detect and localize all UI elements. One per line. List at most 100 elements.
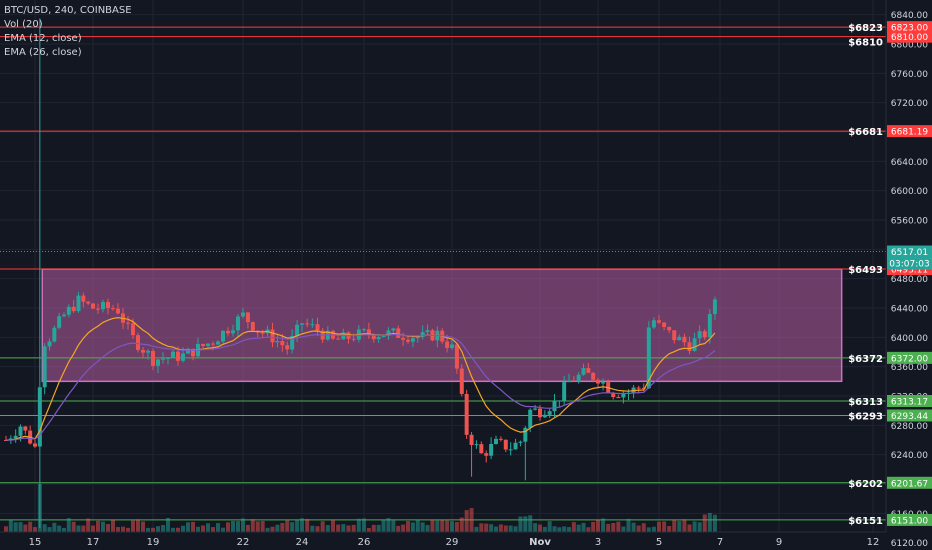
volume-bar	[275, 524, 280, 532]
legend-ema12[interactable]: EMA (12, close)	[4, 33, 82, 44]
volume-bar	[459, 517, 464, 532]
volume-bar	[667, 526, 672, 532]
level-label: $6202	[848, 479, 883, 490]
legend-ema26[interactable]: EMA (26, close)	[4, 47, 82, 58]
range-box	[41, 268, 843, 383]
volume-bar	[621, 526, 626, 532]
candle	[489, 443, 494, 456]
price-tick-label: 6800.00	[891, 41, 928, 51]
candle	[260, 332, 265, 334]
candle	[241, 312, 245, 317]
legend-vol[interactable]: Vol (20)	[4, 19, 43, 30]
volume-bar	[474, 526, 479, 532]
candle	[464, 393, 469, 435]
level-badge	[887, 476, 932, 489]
ema-26-line	[5, 333, 716, 441]
volume-bar	[601, 518, 606, 532]
candle	[651, 320, 656, 328]
price-tick-label: 6640.00	[891, 158, 928, 168]
level-badge-text: 6823.00	[891, 24, 928, 34]
candle	[310, 324, 315, 326]
candle	[4, 440, 8, 441]
volume-bar	[366, 527, 371, 532]
candle	[315, 324, 320, 331]
volume-bar	[255, 521, 260, 532]
level-label: $6151	[848, 516, 883, 527]
candle	[611, 392, 616, 398]
time-tick-label: 3	[595, 537, 601, 548]
time-tick-label: 19	[147, 537, 160, 548]
volume-bar	[356, 518, 361, 532]
candle	[81, 295, 86, 302]
candle	[533, 408, 538, 410]
candle	[96, 308, 100, 310]
candle	[616, 397, 621, 399]
horizontal-levels[interactable]: $6823 $6810 $6681 $6493 $6372 $6313 $6293 $6202…	[0, 23, 886, 527]
level-badge	[887, 513, 932, 526]
volume-bar	[396, 525, 401, 532]
candle	[13, 435, 18, 439]
volume-bar	[581, 522, 586, 532]
candle	[37, 387, 42, 447]
volume-bar	[146, 527, 150, 532]
candle	[410, 338, 415, 342]
level-label: $6293	[848, 411, 883, 422]
ema-lines	[5, 317, 716, 441]
time-tick-label: 26	[358, 537, 371, 548]
time-tick-label: 24	[296, 537, 309, 548]
candle	[567, 380, 571, 383]
candle	[285, 345, 290, 350]
candle	[682, 336, 687, 343]
price-tick-label: 6240.00	[891, 451, 928, 461]
volume-bar	[707, 512, 712, 532]
candle	[547, 411, 552, 415]
candle	[503, 439, 508, 450]
time-tick-label: 5	[656, 537, 662, 548]
countdown-text: 03:07:03	[889, 260, 929, 270]
volume-bar	[351, 524, 356, 532]
level-label: $6810	[848, 38, 883, 49]
candle	[687, 342, 692, 352]
volume-bar	[571, 522, 576, 532]
volume-bar	[226, 522, 230, 532]
volume-bars	[4, 484, 717, 532]
candle	[571, 380, 576, 382]
volume-bar	[290, 522, 295, 532]
candles[interactable]	[4, 18, 717, 528]
volume-bar	[28, 521, 33, 532]
candle	[576, 374, 581, 382]
candle	[86, 301, 91, 304]
candle	[454, 344, 459, 369]
volume-bar	[336, 524, 341, 532]
candle	[508, 449, 513, 451]
candle	[552, 401, 557, 412]
candle	[191, 348, 195, 357]
volume-bar	[101, 521, 105, 532]
time-axis[interactable]: 15 17 19 22 24 26 29 Nov 3 5 7 9 12	[0, 531, 886, 550]
volume-bar	[646, 527, 651, 532]
volume-bar	[626, 518, 631, 532]
volume-bar	[76, 525, 81, 532]
volume-bar	[181, 525, 185, 532]
level-badge	[887, 125, 932, 138]
candle	[707, 314, 712, 338]
volume-bar	[435, 520, 440, 532]
candle	[702, 331, 707, 338]
volume-bar	[186, 522, 190, 532]
volume-bar	[596, 519, 600, 532]
volume-bar	[542, 526, 547, 532]
candle	[450, 344, 454, 348]
volume-bar	[300, 518, 304, 532]
volume-bar	[489, 524, 494, 532]
time-tick-label: 7	[717, 537, 723, 548]
candle	[23, 426, 28, 431]
level-badge-text: 6372.00	[891, 354, 928, 364]
volume-bar	[425, 525, 430, 532]
candle	[76, 295, 81, 312]
legend-symbol[interactable]: BTC/USD, 240, COINBASE	[4, 5, 132, 16]
price-tick-label: 6720.00	[891, 99, 928, 109]
volume-bar	[464, 510, 469, 532]
volume-bar	[171, 527, 175, 532]
candle	[211, 343, 215, 345]
